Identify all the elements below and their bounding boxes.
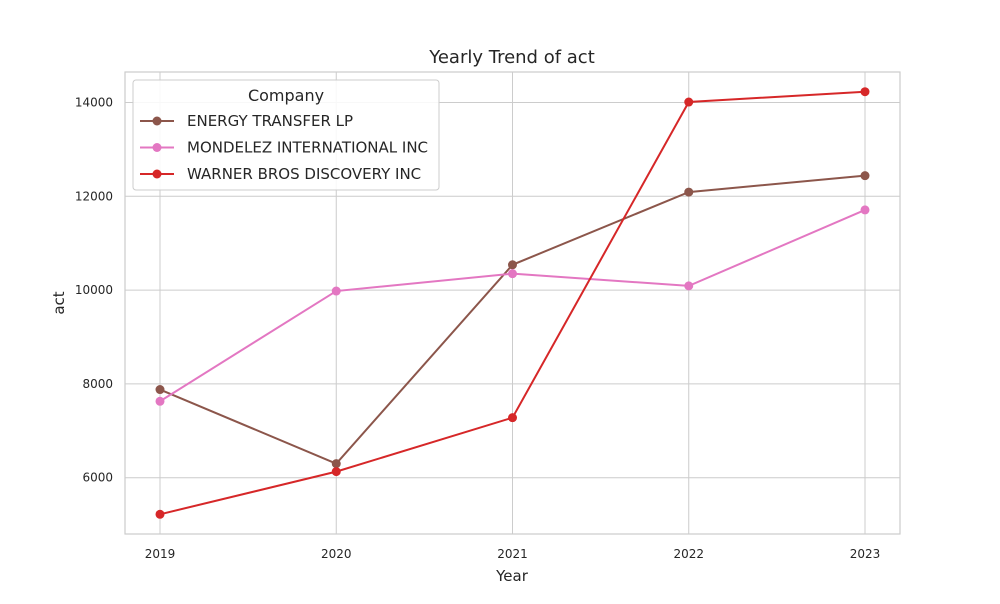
series-2 xyxy=(155,87,870,519)
legend-title: Company xyxy=(248,86,324,105)
data-point xyxy=(155,385,165,395)
y-tick-label: 6000 xyxy=(82,471,113,485)
x-tick-label: 2023 xyxy=(850,547,881,561)
legend-label: ENERGY TRANSFER LP xyxy=(187,112,353,130)
data-point xyxy=(508,413,517,423)
legend-marker xyxy=(152,169,162,179)
y-tick-labels: 6000 8000 10000 12000 14000 xyxy=(75,95,113,484)
legend-item: ENERGY TRANSFER LP xyxy=(140,112,353,130)
x-tick-label: 2019 xyxy=(145,547,176,561)
y-tick-label: 8000 xyxy=(82,377,113,391)
data-point xyxy=(684,281,694,291)
legend-box xyxy=(132,79,440,191)
x-tick-label: 2020 xyxy=(321,547,352,561)
series-group xyxy=(155,87,870,519)
data-point xyxy=(508,260,517,270)
series-1 xyxy=(155,205,870,406)
data-point xyxy=(684,187,694,197)
data-point xyxy=(331,459,341,469)
data-point xyxy=(331,286,341,296)
chart-title: Yearly Trend of act xyxy=(428,47,595,68)
x-axis-label: Year xyxy=(495,567,529,585)
data-point xyxy=(860,87,870,97)
data-point xyxy=(860,171,870,181)
data-point xyxy=(331,467,341,477)
legend-label: MONDELEZ INTERNATIONAL INC xyxy=(187,139,428,157)
data-point xyxy=(155,396,165,406)
data-point xyxy=(508,269,517,279)
legend-label: WARNER BROS DISCOVERY INC xyxy=(187,165,421,183)
legend-item: WARNER BROS DISCOVERY INC xyxy=(140,165,421,183)
x-tick-labels: 2019 2020 2021 2022 2023 xyxy=(145,547,881,561)
y-tick-label: 12000 xyxy=(75,189,113,203)
legend-item: MONDELEZ INTERNATIONAL INC xyxy=(140,139,428,157)
legend-marker xyxy=(152,116,162,126)
y-axis-label: act xyxy=(50,291,68,314)
data-point xyxy=(684,97,694,107)
x-tick-label: 2021 xyxy=(497,547,528,561)
x-tick-label: 2022 xyxy=(673,547,704,561)
legend: Company ENERGY TRANSFER LP MONDELEZ INTER… xyxy=(132,79,440,191)
y-tick-label: 14000 xyxy=(75,95,113,109)
data-point xyxy=(860,205,870,215)
data-point xyxy=(155,509,165,519)
legend-items: ENERGY TRANSFER LP MONDELEZ INTERNATIONAL… xyxy=(140,112,428,183)
series-0 xyxy=(155,171,870,469)
plot-frame xyxy=(124,71,901,535)
legend-marker xyxy=(152,143,162,152)
y-tick-label: 10000 xyxy=(75,283,113,297)
